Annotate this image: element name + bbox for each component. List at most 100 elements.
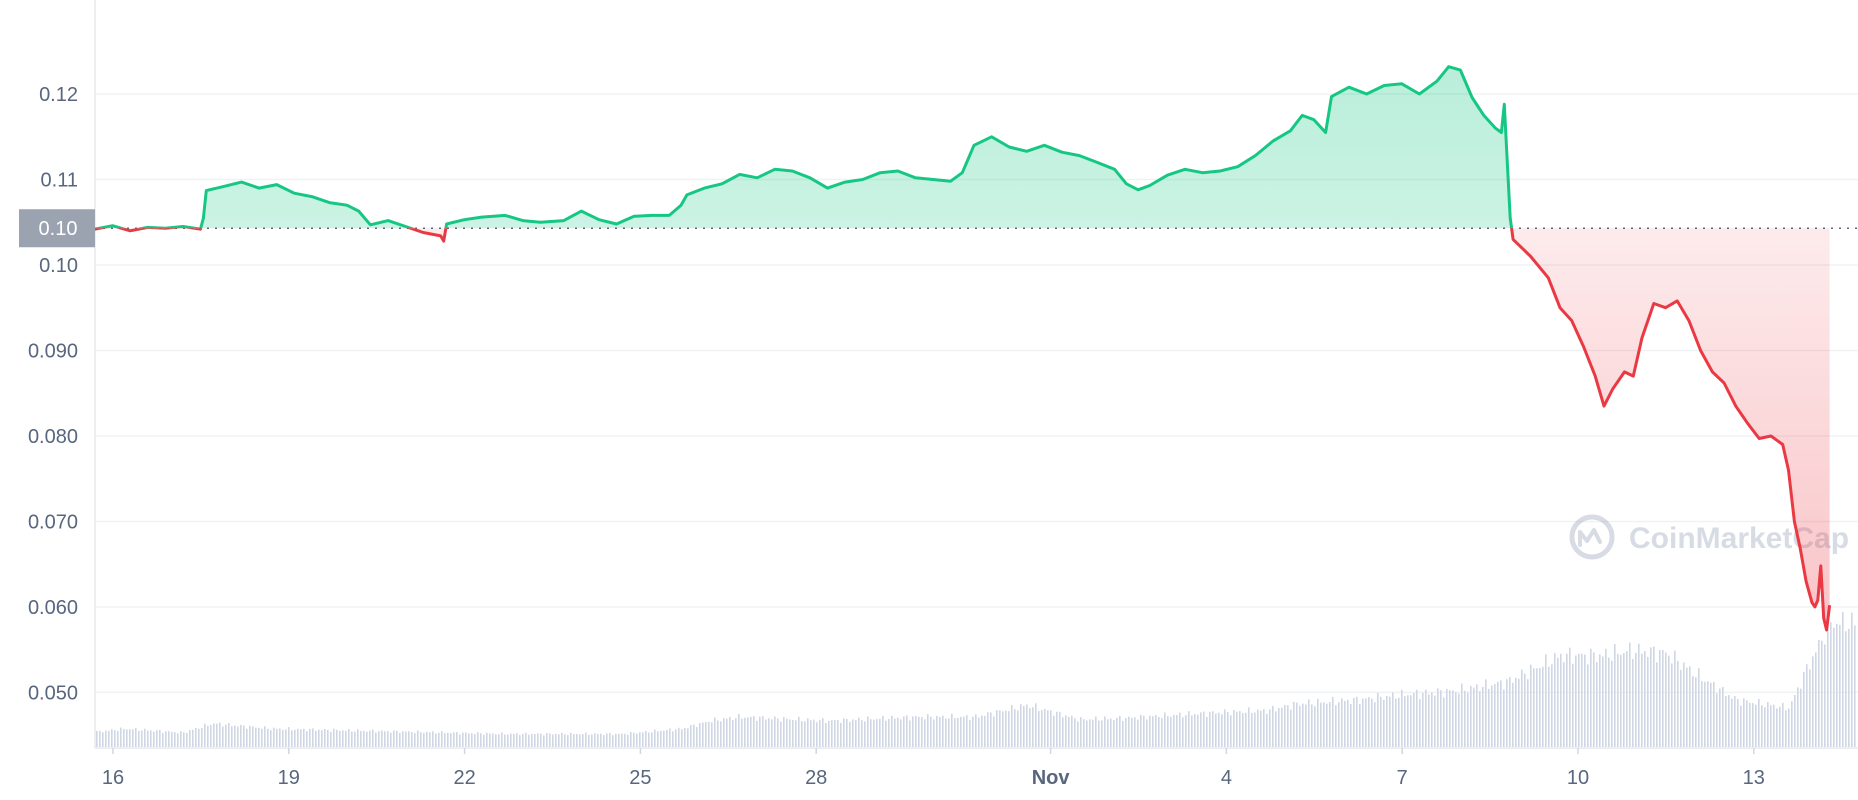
volume-bar	[1593, 652, 1595, 747]
volume-bar	[1575, 655, 1577, 747]
volume-bar	[1455, 692, 1457, 747]
volume-bar	[1344, 701, 1346, 747]
volume-bar	[1758, 698, 1760, 747]
volume-bar	[1068, 716, 1070, 747]
volume-bar	[1146, 719, 1148, 747]
volume-bar	[1314, 706, 1316, 747]
volume-bar	[1773, 704, 1775, 747]
volume-bar	[339, 730, 341, 747]
volume-bar	[1302, 703, 1304, 747]
volume-bar	[645, 730, 647, 747]
volume-bar	[1395, 698, 1397, 747]
volume-bar	[126, 729, 128, 747]
price-line[interactable]	[77, 65, 1832, 632]
volume-bar	[801, 721, 803, 747]
volume-bar	[114, 730, 116, 747]
reference-price-badge-bg	[19, 209, 95, 248]
volume-bar	[552, 734, 554, 747]
volume-bar	[261, 728, 263, 747]
volume-bar	[1530, 664, 1532, 747]
volume-bar	[1617, 654, 1619, 747]
x-tick-label: 7	[1397, 767, 1408, 789]
price-area-down	[77, 228, 1830, 630]
volume-bar	[327, 729, 329, 747]
volume-bar	[1080, 717, 1082, 747]
volume-bar	[924, 719, 926, 747]
volume-bar	[867, 716, 869, 747]
volume-bar	[1647, 657, 1649, 747]
volume-bar	[516, 733, 518, 747]
volume-bar	[1200, 712, 1202, 747]
volume-bar	[672, 731, 674, 747]
volume-bar	[1062, 717, 1064, 747]
price-line-up[interactable]	[77, 65, 1829, 630]
volume-bar	[1689, 666, 1691, 747]
volume-bar	[663, 730, 665, 747]
volume-bar	[879, 718, 881, 747]
volume-bar	[1599, 654, 1601, 747]
volume-bar	[1257, 709, 1259, 747]
volume-bar	[1260, 710, 1262, 747]
volume-bar	[1641, 653, 1643, 747]
volume-bar	[1686, 667, 1688, 747]
volume-bar	[1281, 707, 1283, 747]
volume-bar	[1569, 647, 1571, 747]
volume-bar	[1608, 657, 1610, 747]
volume-bar	[144, 728, 146, 747]
volume-bar	[1554, 653, 1556, 747]
volume-bar	[252, 726, 254, 747]
volume-bar	[426, 732, 428, 747]
volume-bar	[783, 716, 785, 747]
volume-bar	[639, 732, 641, 747]
volume-bar	[810, 720, 812, 747]
volume-bar	[246, 728, 248, 747]
volume-bar	[822, 718, 824, 747]
volume-bar	[1794, 695, 1796, 747]
volume-bar	[381, 730, 383, 747]
volume-bar	[687, 728, 689, 747]
volume-bar	[1839, 624, 1841, 747]
volume-bar	[150, 730, 152, 747]
volume-bar	[1194, 714, 1196, 747]
volume-bar	[237, 726, 239, 747]
volume-bar	[1416, 689, 1418, 747]
volume-bar	[1251, 713, 1253, 747]
volume-bar	[990, 712, 992, 747]
volume-bar	[1446, 688, 1448, 747]
volume-bar	[1596, 662, 1598, 747]
volume-bar	[1500, 680, 1502, 747]
volume-bar	[1851, 612, 1853, 747]
volume-bar	[1632, 659, 1634, 747]
volume-bar	[1464, 690, 1466, 747]
volume-bar	[180, 731, 182, 747]
volume-bar	[243, 725, 245, 747]
volume-bar	[1524, 673, 1526, 747]
volume-bar	[684, 727, 686, 747]
volume-bar	[1017, 710, 1019, 747]
volume-bar	[1725, 695, 1727, 747]
volume-bar	[642, 732, 644, 747]
volume-bar	[1044, 708, 1046, 747]
volume-bar	[1497, 681, 1499, 747]
volume-bar	[831, 720, 833, 747]
volume-bar	[1563, 662, 1565, 747]
volume-bar	[795, 720, 797, 747]
volume-bar	[1026, 704, 1028, 747]
volume-bar	[909, 720, 911, 747]
volume-bar	[315, 730, 317, 747]
volume-bar	[330, 731, 332, 747]
volume-bar	[1329, 702, 1331, 747]
volume-bar	[129, 729, 131, 747]
volume-bar	[1122, 721, 1124, 747]
volume-bar	[1560, 653, 1562, 747]
volume-bar	[1221, 714, 1223, 747]
volume-bar	[1392, 692, 1394, 747]
price-line-down[interactable]	[77, 67, 1832, 632]
volume-bar	[1533, 668, 1535, 747]
volume-bar	[138, 730, 140, 747]
volume-bar	[846, 718, 848, 747]
volume-bar	[480, 733, 482, 747]
volume-bar	[969, 719, 971, 747]
